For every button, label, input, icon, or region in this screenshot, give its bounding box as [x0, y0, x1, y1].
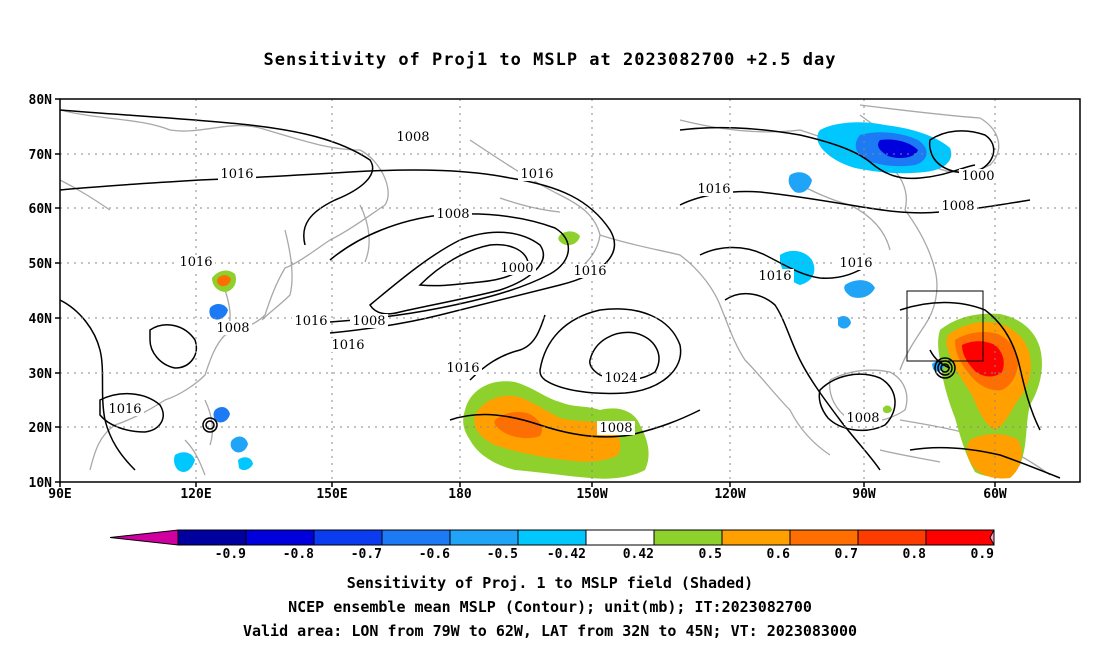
colorbar-label: -0.8	[283, 547, 314, 562]
latitude-axis: 80N 70N 60N 50N 40N 30N 20N 10N	[29, 93, 60, 491]
colorbar-bin	[585, 529, 655, 546]
caption-line-1: Sensitivity of Proj. 1 to MSLP field (Sh…	[346, 574, 754, 592]
colorbar-bin	[857, 529, 927, 546]
colorbar-label: -0.42	[547, 547, 586, 562]
contour-labels: 1008 1016 1016 1016 1000 1008 1008 1000 1016 1016…	[106, 130, 997, 436]
contour-label: 1016	[446, 361, 479, 376]
contour-label: 1008	[846, 411, 879, 426]
contour-label: 1016	[331, 338, 364, 353]
colorbar-label: 0.6	[767, 547, 791, 562]
contour-label: 1016	[220, 167, 253, 182]
colorbar: -0.9 -0.8 -0.7 -0.6 -0.5 -0.42 0.42 0.5 0.6 0.7 0.…	[109, 529, 995, 562]
lon-tick-label: 120E	[180, 487, 211, 502]
lon-tick-label: 90W	[852, 487, 876, 502]
lon-tick-label: 150E	[316, 487, 347, 502]
lon-tick-label: 90E	[48, 487, 71, 502]
contour-label: 1016	[758, 269, 791, 284]
contour-label: 1008	[352, 314, 385, 329]
colorbar-label: 0.7	[835, 547, 858, 562]
contour-label: 1016	[839, 256, 872, 271]
contour-label: 1008	[396, 130, 429, 145]
lon-tick-label: 150W	[576, 487, 607, 502]
contour-label: 1008	[436, 207, 469, 222]
lat-tick-label: 20N	[29, 421, 53, 436]
contour-label: 1016	[520, 167, 553, 182]
caption-line-2: NCEP ensemble mean MSLP (Contour); unit(…	[288, 598, 812, 616]
colorbar-bin	[177, 529, 247, 546]
contour-label: 1016	[179, 255, 212, 270]
colorbar-label: 0.5	[699, 547, 722, 562]
lat-tick-label: 70N	[29, 148, 53, 163]
contour-label: 1016	[108, 402, 141, 417]
colorbar-label: -0.7	[351, 547, 382, 562]
valid-area-box	[906, 290, 984, 362]
caption-line-3: Valid area: LON from 79W to 62W, LAT fro…	[242, 622, 858, 640]
lat-tick-label: 40N	[29, 312, 53, 327]
lat-tick-label: 60N	[29, 202, 53, 217]
contour-label: 1016	[573, 264, 606, 279]
colorbar-label: 0.9	[971, 547, 994, 562]
contour-label: 1000	[961, 169, 994, 184]
contour-label: 1008	[216, 321, 249, 336]
colorbar-label: -0.6	[419, 547, 450, 562]
contour-label: 1008	[599, 421, 632, 436]
contour-label: 1016	[294, 314, 327, 329]
colorbar-label: -0.9	[215, 547, 246, 562]
lon-tick-label: 60W	[983, 487, 1007, 502]
colorbar-label: 0.8	[903, 547, 927, 562]
lat-tick-label: 30N	[29, 367, 53, 382]
plot-area: 1008 1016 1016 1016 1000 1008 1008 1000 1016 1016…	[60, 99, 1080, 482]
lon-tick-label: 180	[448, 487, 472, 502]
longitude-axis: 90E 120E 150E 180 150W 120W 90W 60W	[48, 482, 1007, 502]
lat-tick-label: 10N	[29, 476, 53, 491]
colorbar-bin	[789, 529, 859, 546]
colorbar-bin	[449, 529, 519, 546]
colorbar-label: 0.42	[623, 547, 654, 562]
contour-label: 1024	[604, 371, 637, 386]
contour-label: 1000	[500, 261, 533, 276]
colorbar-bin	[381, 529, 451, 546]
colorbar-bin	[721, 529, 791, 546]
plot-border	[59, 98, 1081, 483]
contour-label: 1016	[697, 182, 730, 197]
grid-lines	[60, 99, 1080, 482]
colorbar-bin	[517, 529, 587, 546]
colorbar-bin	[925, 529, 995, 546]
colorbar-bin	[245, 529, 315, 546]
lat-tick-label: 50N	[29, 257, 53, 272]
colorbar-bin	[313, 529, 383, 546]
colorbar-label: -0.5	[487, 547, 518, 562]
contour-label: 1008	[941, 199, 974, 214]
colorbar-bin	[653, 529, 723, 546]
lon-tick-label: 120W	[714, 487, 745, 502]
map-title: Sensitivity of Proj1 to MSLP at 20230827…	[263, 50, 837, 70]
lat-tick-label: 80N	[29, 93, 53, 108]
